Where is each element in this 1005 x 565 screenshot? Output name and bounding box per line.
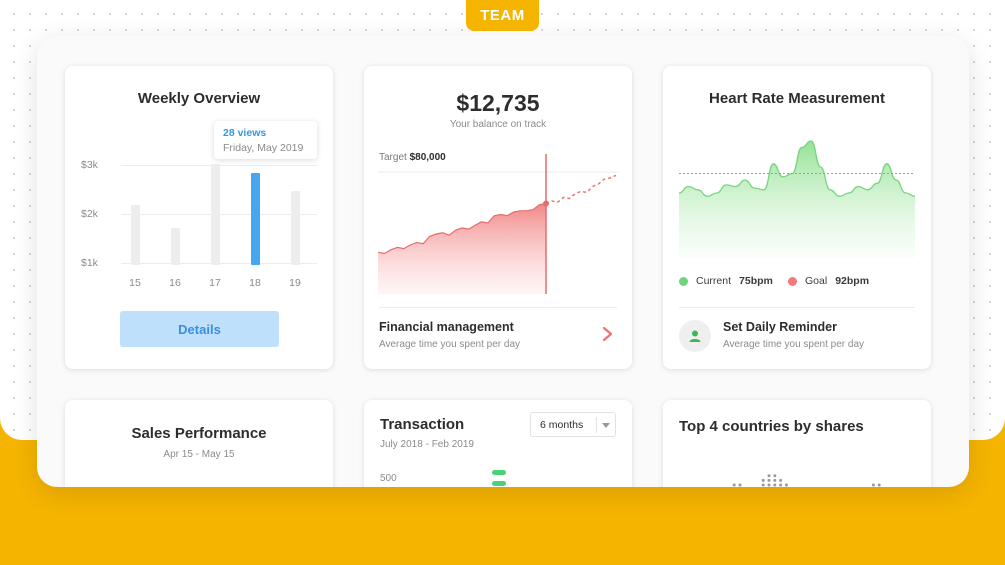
map-dot (761, 483, 765, 487)
legend-current: Current 75bpm (679, 275, 773, 287)
current-point (543, 200, 549, 207)
balance-card: $12,735 Your balance on track Target $80… (364, 66, 632, 369)
y-tick-label: $1k (81, 257, 98, 269)
details-button[interactable]: Details (120, 311, 279, 347)
divider (679, 307, 915, 308)
map-dot (779, 478, 783, 482)
map-dot (761, 478, 765, 482)
transaction-card: Transaction July 2018 - Feb 2019 6 month… (364, 400, 632, 487)
heart-rate-area-chart (679, 140, 915, 258)
x-tick-label: 18 (249, 277, 261, 289)
financial-management-title: Financial management (379, 320, 514, 334)
card-title: Top 4 countries by shares (679, 418, 864, 435)
chart-tooltip: 28 views Friday, May 2019 (214, 121, 317, 159)
select-value: 6 months (540, 418, 584, 431)
dotted-world-map (732, 474, 881, 487)
y-tick-label: $3k (81, 159, 98, 171)
projection-line (545, 174, 617, 205)
map-dot (773, 478, 777, 482)
bar-segment (492, 481, 506, 486)
date-range: Apr 15 - May 15 (163, 449, 235, 460)
select-divider (596, 417, 597, 433)
period-select[interactable]: 6 months (530, 412, 616, 437)
balance-line (378, 202, 547, 255)
divider (379, 307, 617, 308)
reminder-title[interactable]: Set Daily Reminder (723, 320, 837, 334)
x-tick-label: 19 (289, 277, 301, 289)
map-dot (767, 483, 771, 487)
map-dot (779, 483, 783, 487)
financial-management-subtitle: Average time you spent per day (379, 339, 521, 350)
balance-subtitle: Your balance on track (449, 119, 547, 130)
date-range: July 2018 - Feb 2019 (380, 439, 474, 450)
caret-down-icon (602, 423, 610, 428)
map-dot (773, 483, 777, 487)
reminder-subtitle: Average time you spent per day (723, 339, 865, 350)
bar[interactable] (130, 205, 140, 265)
bar[interactable] (290, 191, 300, 265)
dashboard-board: Weekly Overview $3k $2k $1k 15 16 17 18 … (37, 36, 969, 487)
card-title: Heart Rate Measurement (709, 90, 885, 107)
tooltip-date: Friday, May 2019 (223, 142, 304, 154)
card-title: Sales Performance (131, 425, 267, 442)
heart-rate-area (679, 141, 915, 258)
top-countries-card: Top 4 countries by shares (663, 400, 931, 487)
legend-dot (679, 276, 688, 286)
heart-rate-line (679, 140, 915, 197)
legend-goal: Goal 92bpm (788, 275, 869, 287)
chevron-right-icon[interactable] (600, 325, 616, 343)
tooltip-value: 28 views (223, 127, 267, 139)
target-label: Target $80,000 (379, 152, 446, 163)
sales-performance-card: Sales Performance Apr 15 - May 15 (65, 400, 333, 487)
x-tick-label: 17 (209, 277, 221, 289)
map-dot (871, 483, 875, 487)
bar[interactable] (170, 228, 180, 265)
x-tick-label: 15 (129, 277, 141, 289)
user-icon (679, 320, 711, 352)
x-tick-label: 16 (169, 277, 181, 289)
balance-amount: $12,735 (456, 90, 540, 116)
heart-rate-card: Heart Rate Measurement Current 75bpm Goal… (663, 66, 931, 369)
y-tick-label: 500 (380, 473, 397, 484)
bar-segment (492, 470, 506, 475)
map-dot (784, 483, 788, 487)
card-title: Weekly Overview (137, 90, 261, 107)
balance-area-chart (378, 154, 618, 294)
y-tick-label: $2k (81, 208, 98, 220)
bar[interactable] (210, 163, 220, 265)
map-dot (732, 483, 736, 487)
balance-area (378, 203, 546, 294)
bar-highlighted[interactable] (250, 172, 260, 265)
card-title: Transaction (380, 416, 465, 433)
map-dot (773, 474, 777, 478)
map-dot (738, 483, 742, 487)
map-dot (877, 483, 881, 487)
map-dot (767, 478, 771, 482)
team-badge: TEAM (466, 0, 539, 31)
legend-dot (788, 276, 797, 286)
weekly-overview-card: Weekly Overview $3k $2k $1k 15 16 17 18 … (65, 66, 333, 369)
map-dot (767, 474, 771, 478)
